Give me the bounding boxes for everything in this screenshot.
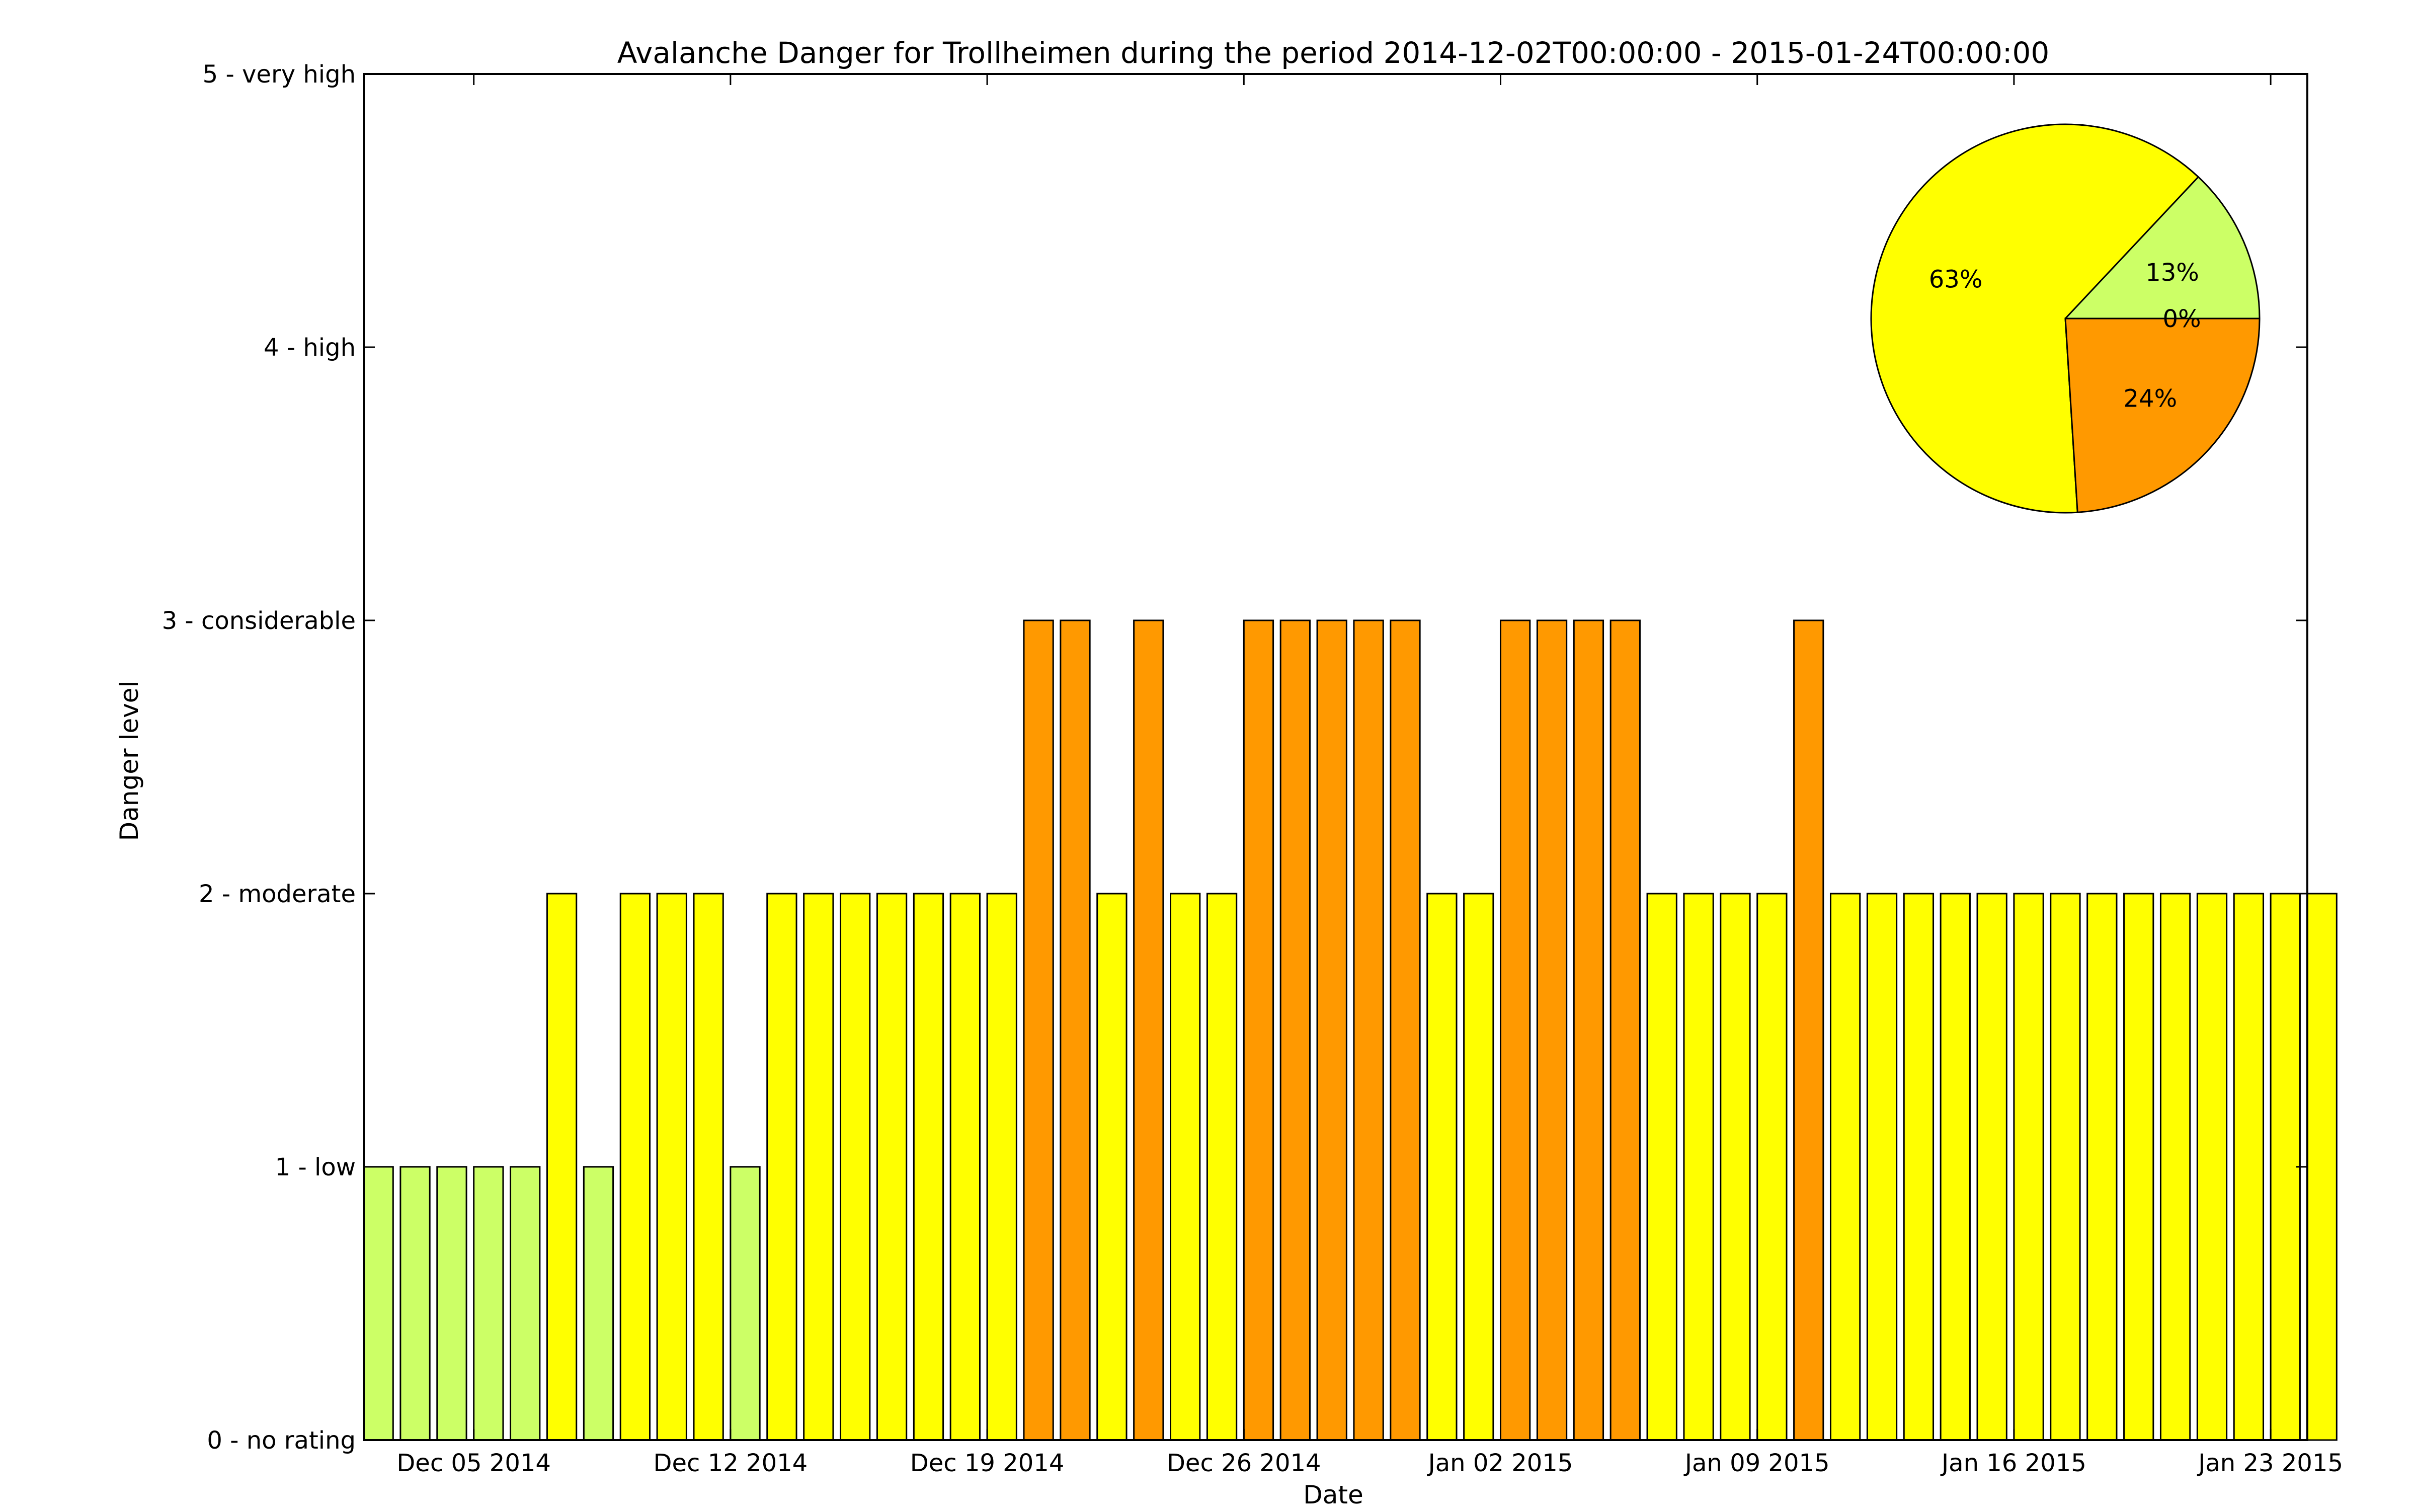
bar-day-3 (436, 1166, 467, 1441)
x-tick-label: Dec 05 2014 (396, 1449, 551, 1477)
pie-slice-3 (2064, 317, 2261, 513)
x-tick-label: Dec 19 2014 (910, 1449, 1065, 1477)
bar-day-18 (986, 893, 1017, 1441)
bar-day-6 (546, 893, 578, 1441)
bar-day-38 (1720, 893, 1751, 1441)
bar-day-33 (1536, 619, 1568, 1441)
bar-day-24 (1206, 893, 1238, 1441)
bar-day-21 (1096, 893, 1128, 1441)
inset-pie-chart: 13% 63% 24% 0% (1870, 123, 2261, 514)
bars-layer (363, 619, 2338, 1441)
pie-slice-label: 63% (1929, 266, 1983, 294)
bar-day-42 (1866, 893, 1898, 1441)
y-tick-label: 0 - no rating (207, 1426, 356, 1455)
bar-day-35 (1609, 619, 1641, 1441)
bar-day-29 (1390, 619, 1421, 1441)
y-tick-label: 2 - moderate (199, 880, 356, 908)
y-tick-label: 3 - considerable (162, 607, 356, 635)
y-tick-label: 1 - low (275, 1153, 356, 1181)
bar-day-17 (949, 893, 981, 1441)
pie-slice-label: 13% (2145, 259, 2199, 287)
pie-slice-label: 24% (2123, 385, 2177, 413)
bar-day-39 (1756, 893, 1788, 1441)
bar-day-12 (766, 893, 797, 1441)
y-tick-label: 5 - very high (203, 60, 356, 89)
y-axis-label: Danger level (115, 681, 144, 841)
bar-day-45 (1976, 893, 2007, 1441)
bar-day-43 (1903, 893, 1935, 1441)
bar-day-30 (1426, 893, 1458, 1441)
bar-day-34 (1573, 619, 1604, 1441)
bar-day-44 (1940, 893, 1971, 1441)
bar-day-48 (2086, 893, 2118, 1441)
bar-day-19 (1023, 619, 1054, 1441)
y-tick-label: 4 - high (264, 334, 356, 362)
bar-day-28 (1353, 619, 1384, 1441)
bar-day-5 (510, 1166, 541, 1441)
bar-day-32 (1499, 619, 1531, 1441)
bar-day-53 (2270, 893, 2301, 1441)
bar-day-4 (473, 1166, 504, 1441)
pie-slice-1 (2063, 176, 2261, 320)
bar-day-2 (399, 1166, 431, 1441)
bar-day-37 (1683, 893, 1714, 1441)
bar-day-8 (619, 893, 651, 1441)
bar-day-31 (1463, 893, 1494, 1441)
pie-slice-2 (1870, 123, 2200, 514)
bar-day-40 (1793, 619, 1824, 1441)
bar-day-16 (913, 893, 944, 1441)
bar-day-36 (1646, 893, 1677, 1441)
bar-day-52 (2233, 893, 2265, 1441)
bar-day-1 (363, 1166, 394, 1441)
bar-day-27 (1316, 619, 1347, 1441)
bar-day-22 (1133, 619, 1164, 1441)
bar-day-9 (656, 893, 687, 1441)
chart-title: Avalanche Danger for Trollheimen during … (617, 36, 2050, 70)
x-tick-label: Dec 12 2014 (654, 1449, 808, 1477)
bar-day-25 (1243, 619, 1274, 1441)
bar-day-15 (876, 893, 908, 1441)
bar-day-13 (803, 893, 834, 1441)
bar-day-51 (2196, 893, 2228, 1441)
bar-day-14 (840, 893, 871, 1441)
bar-day-10 (693, 893, 724, 1441)
x-tick-label: Jan 02 2015 (1427, 1449, 1573, 1477)
bar-day-20 (1060, 619, 1091, 1441)
bar-day-11 (730, 1166, 761, 1441)
bar-day-49 (2123, 893, 2154, 1441)
bar-day-54 (2306, 893, 2338, 1441)
plot-frame (363, 73, 2308, 1441)
bar-day-23 (1170, 893, 1201, 1441)
x-axis-label: Date (1303, 1480, 1363, 1509)
bar-day-46 (2013, 893, 2044, 1441)
pie-slice-label: 0% (2163, 305, 2201, 333)
bar-day-47 (2050, 893, 2081, 1441)
x-tick-label: Jan 16 2015 (1940, 1449, 2086, 1477)
ticks-layer: 0 - no rating 1 - low 2 - moderate 3 - cons… (162, 60, 2343, 1477)
bar-day-26 (1279, 619, 1311, 1441)
bar-day-50 (2159, 893, 2191, 1441)
x-tick-label: Jan 09 2015 (1683, 1449, 1830, 1477)
x-tick-label: Dec 26 2014 (1167, 1449, 1321, 1477)
bar-day-7 (583, 1166, 614, 1441)
x-tick-label: Jan 23 2015 (2197, 1449, 2343, 1477)
bar-day-41 (1829, 893, 1861, 1441)
